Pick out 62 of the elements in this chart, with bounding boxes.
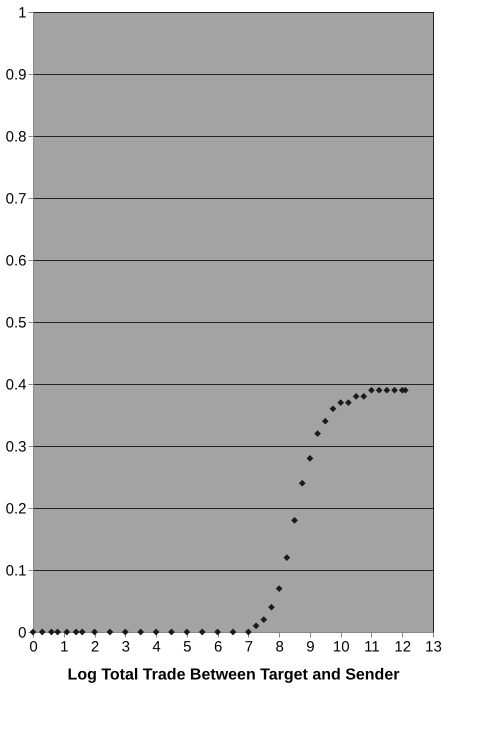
- x-tick-label: 5: [183, 638, 192, 656]
- point: [38, 628, 46, 636]
- y-tick-label: 0.9: [6, 66, 26, 84]
- point: [298, 480, 306, 487]
- x-tick-label: 6: [214, 638, 222, 656]
- point: [337, 399, 344, 406]
- x-tick-label: 8: [275, 638, 284, 656]
- x-tick-label: 12: [394, 638, 412, 656]
- point: [345, 399, 352, 406]
- point: [360, 393, 368, 400]
- y-tick-label: 0.6: [6, 252, 26, 270]
- x-tick-label: 1: [60, 638, 68, 656]
- point: [283, 554, 290, 561]
- y-tick-label: 0.5: [6, 314, 26, 332]
- point: [137, 628, 144, 636]
- point: [183, 628, 190, 636]
- point: [291, 517, 298, 524]
- point: [368, 386, 375, 394]
- x-tick-label: 9: [306, 638, 315, 656]
- point: [314, 430, 321, 437]
- y-tick-label: 0.2: [6, 500, 26, 518]
- point: [122, 628, 129, 636]
- point: [54, 628, 61, 636]
- x-tick-label: 7: [244, 638, 254, 656]
- point: [268, 604, 275, 611]
- point: [352, 393, 360, 400]
- point: [306, 455, 314, 462]
- point: [376, 386, 383, 394]
- x-tick-label: 13: [425, 638, 442, 656]
- y-tick-label: 0.8: [6, 128, 26, 146]
- point: [106, 628, 114, 636]
- point: [78, 628, 86, 636]
- point: [152, 628, 160, 636]
- point: [245, 628, 252, 636]
- y-tick-label: 0.3: [6, 438, 26, 456]
- point: [383, 386, 390, 394]
- point: [322, 418, 329, 425]
- point: [72, 628, 80, 636]
- x-axis-title: Log Total Trade Between Target and Sender: [68, 666, 400, 684]
- point: [198, 628, 206, 636]
- point: [260, 616, 268, 623]
- point: [391, 386, 398, 394]
- y-tick-label: 1: [18, 4, 26, 22]
- point: [276, 585, 283, 592]
- y-tick-label: 0: [18, 624, 26, 642]
- x-tick-label: 3: [122, 638, 130, 656]
- x-tick-label: 4: [152, 638, 161, 656]
- point: [330, 405, 336, 412]
- point: [168, 628, 175, 636]
- point: [252, 622, 260, 630]
- x-tick-label: 11: [364, 638, 380, 656]
- y-tick-label: 0.1: [6, 562, 26, 580]
- point: [214, 628, 221, 636]
- point: [63, 628, 70, 636]
- x-tick-label: 2: [90, 638, 100, 656]
- x-tick-label: 0: [29, 638, 38, 656]
- point: [91, 628, 98, 636]
- y-tick-label: 0.7: [6, 190, 26, 208]
- y-tick-label: 0.4: [6, 376, 26, 394]
- point: [48, 628, 55, 636]
- point: [230, 628, 236, 636]
- x-tick-label: 10: [332, 638, 350, 656]
